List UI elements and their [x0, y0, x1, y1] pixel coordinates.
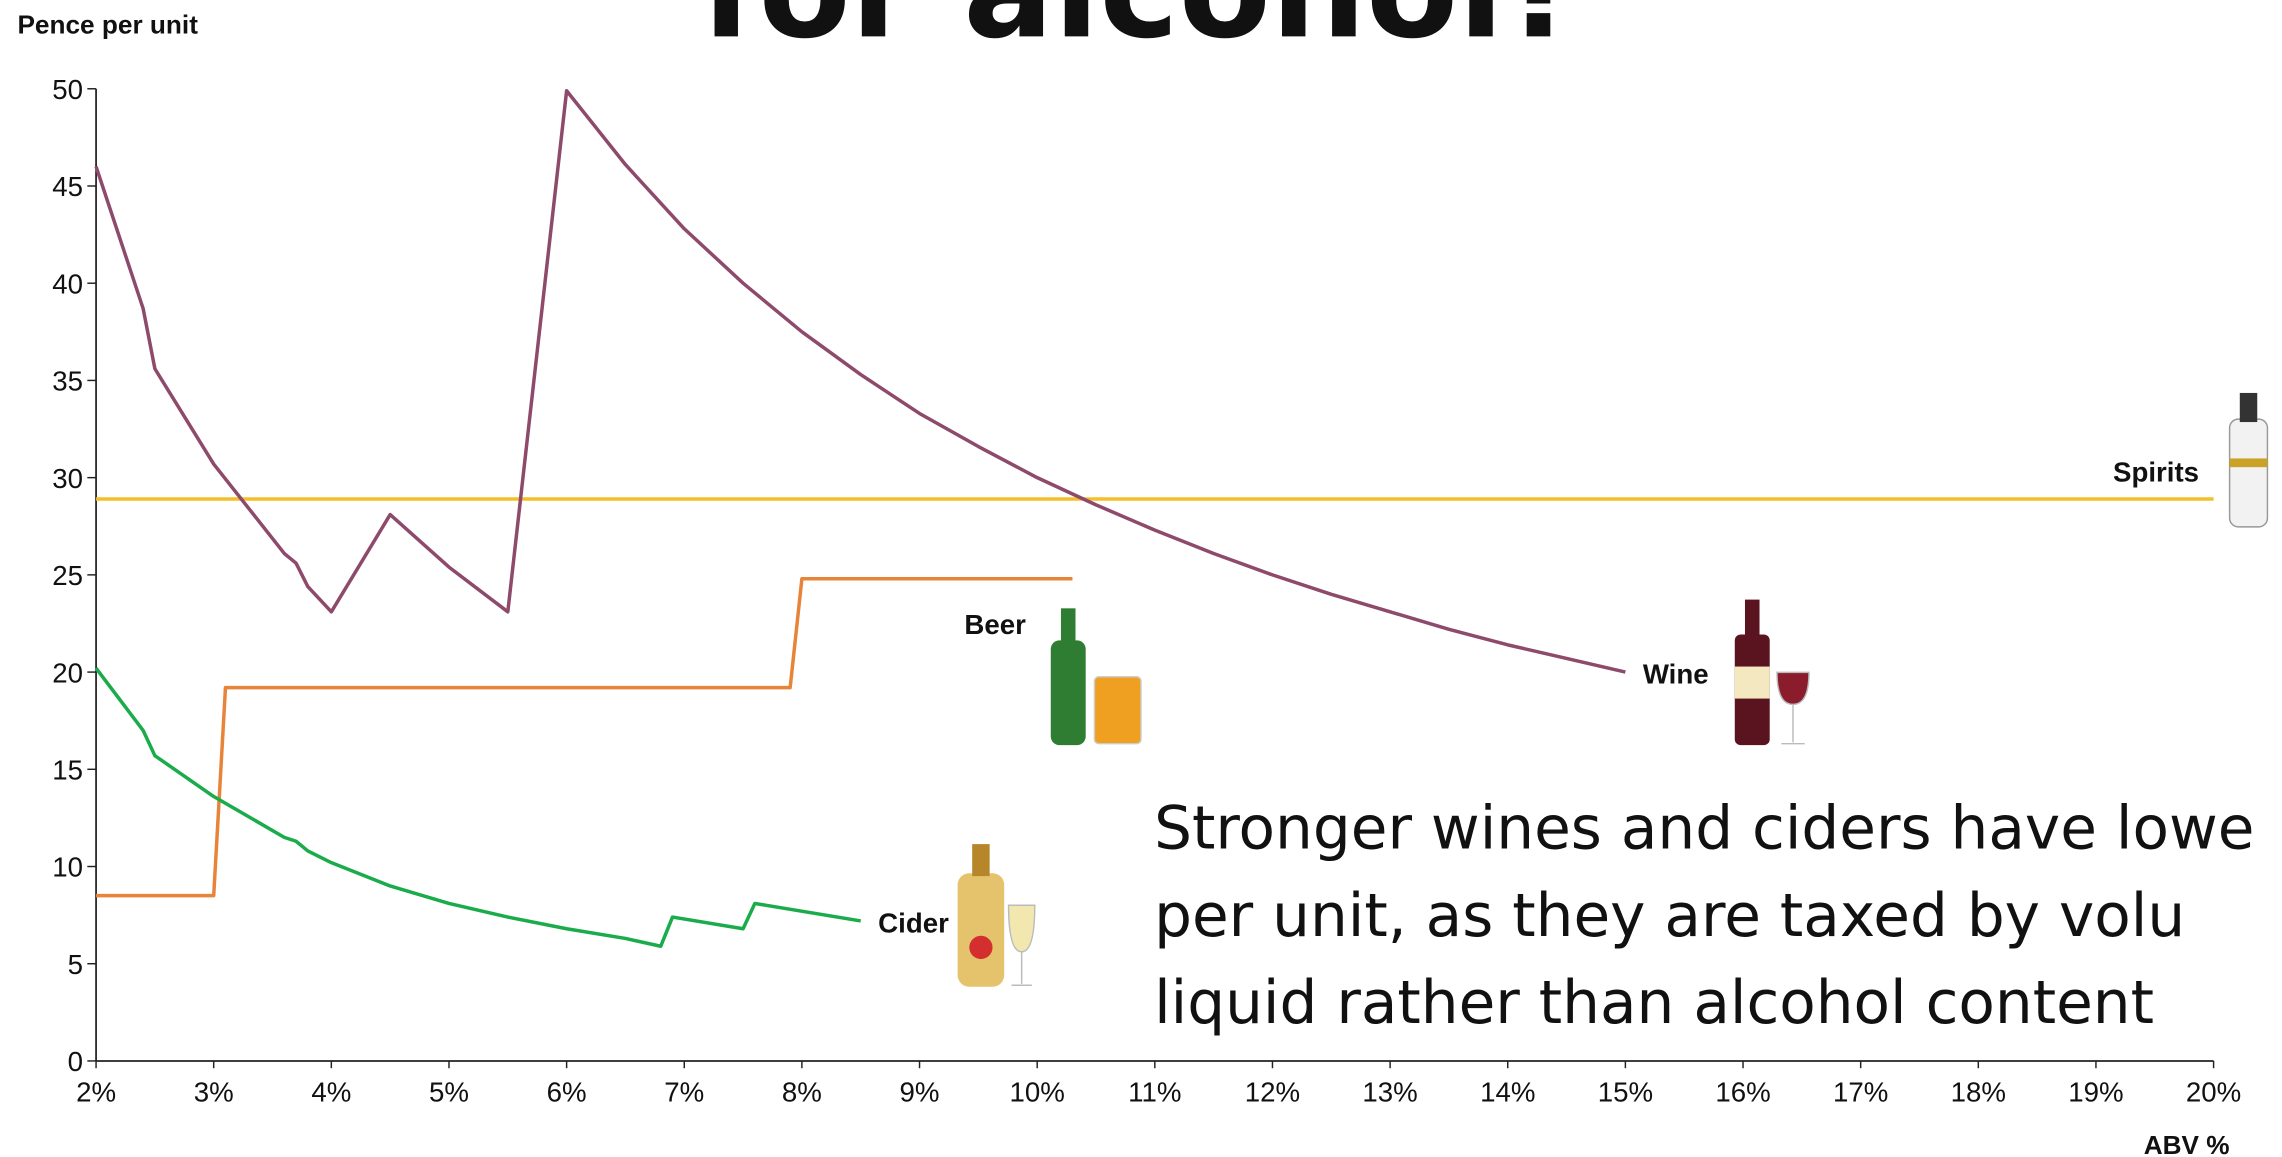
icons — [957, 392, 2269, 987]
x-tick-label: 17% — [1833, 1077, 1888, 1108]
cider-apple — [969, 935, 993, 960]
y-tick-label: 45 — [52, 171, 83, 202]
x-tick-label: 2% — [76, 1077, 116, 1108]
cider-bottle — [957, 873, 1005, 987]
x-tick-label: 13% — [1362, 1077, 1417, 1108]
annotation-line: liquid rather than alcohol content — [1154, 969, 2154, 1038]
spirits-bottle — [2228, 418, 2269, 528]
x-tick-label: 14% — [1480, 1077, 1535, 1108]
cider-glass — [1007, 904, 1036, 986]
y-tick-label: 35 — [52, 366, 83, 397]
series-label: Spirits — [2113, 457, 2199, 488]
y-tick-label: 20 — [52, 657, 83, 688]
y-tick-label: 0 — [68, 1046, 83, 1077]
x-tick-label: 20% — [2186, 1077, 2241, 1108]
annotation-line: Stronger wines and ciders have lowe — [1154, 794, 2254, 863]
beer-bottle — [1050, 640, 1086, 746]
series-label: Cider — [878, 908, 949, 939]
wine-label — [1734, 666, 1770, 699]
annotation-line: per unit, as they are taxed by volu — [1154, 882, 2185, 951]
spirits-band — [2229, 458, 2268, 468]
beer-neck — [1060, 608, 1076, 644]
series-line — [96, 577, 1073, 898]
series-line — [94, 88, 1626, 674]
wine-glass — [1776, 671, 1810, 745]
cider-neck — [972, 844, 990, 877]
beer-mug — [1093, 676, 1142, 745]
spirits-cap — [2239, 392, 2258, 423]
x-tick-label: 3% — [194, 1077, 234, 1108]
x-tick-label: 15% — [1598, 1077, 1653, 1108]
x-tick-label: 12% — [1245, 1077, 1300, 1108]
y-tick-label: 10 — [52, 852, 83, 883]
y-axis-title: Pence per unit — [17, 9, 198, 39]
y-tick-label: 50 — [52, 74, 83, 105]
x-axis-title: ABV % — [2144, 1130, 2230, 1157]
x-tick-label: 10% — [1010, 1077, 1065, 1108]
y-tick-label: 15 — [52, 754, 83, 785]
x-tick-label: 7% — [664, 1077, 704, 1108]
series-label: Beer — [964, 609, 1026, 640]
series-line — [94, 667, 862, 948]
y-tick-label: 5 — [68, 949, 83, 980]
x-tick-label: 19% — [2068, 1077, 2123, 1108]
x-tick-label: 4% — [311, 1077, 351, 1108]
series-label: Wine — [1643, 659, 1709, 690]
y-tick-label: 30 — [52, 463, 83, 494]
x-tick-label: 8% — [782, 1077, 822, 1108]
x-tick-label: 9% — [900, 1077, 940, 1108]
y-tick-label: 25 — [52, 560, 83, 591]
x-tick-label: 16% — [1715, 1077, 1770, 1108]
x-tick-label: 11% — [1128, 1077, 1181, 1108]
y-tick-label: 40 — [52, 268, 83, 299]
wine-neck — [1744, 599, 1760, 638]
x-tick-label: 18% — [1951, 1077, 2006, 1108]
chart-title: for alcohol? — [700, 0, 1581, 68]
x-tick-label: 5% — [429, 1077, 469, 1108]
x-tick-label: 6% — [547, 1077, 587, 1108]
